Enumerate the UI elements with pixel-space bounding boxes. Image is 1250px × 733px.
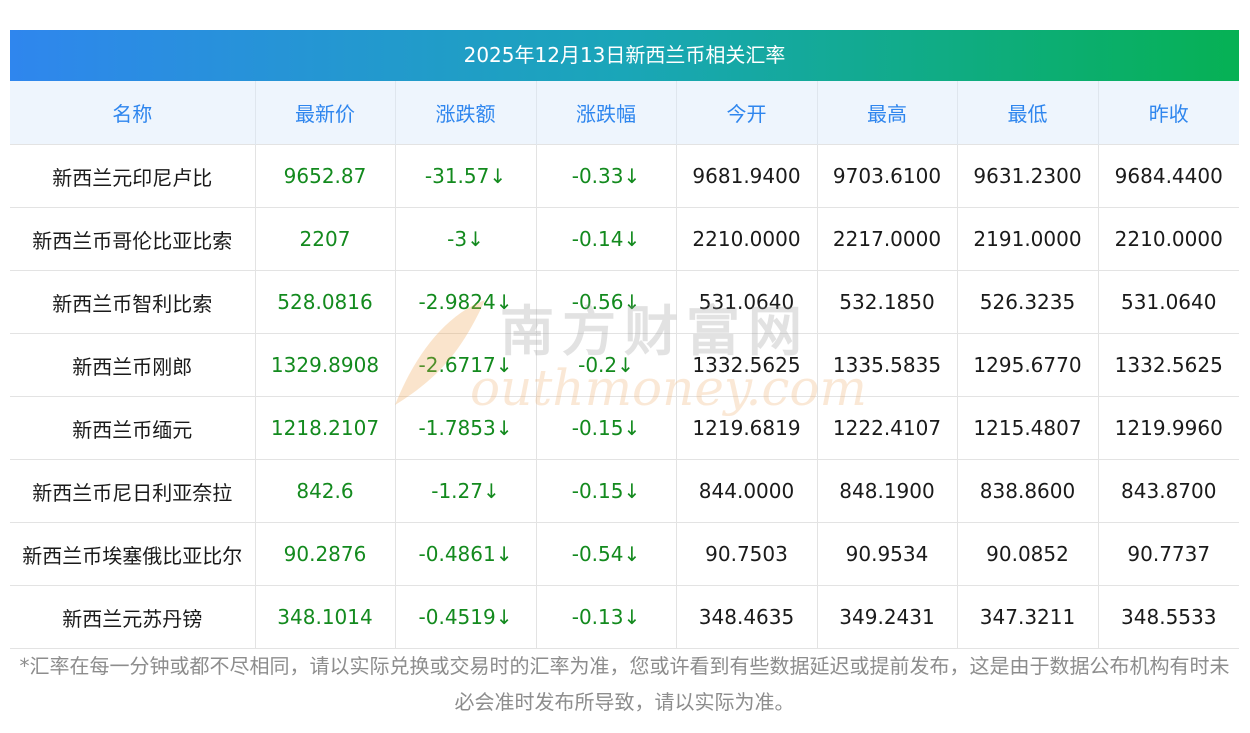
header-open: 今开: [676, 81, 818, 145]
cell-name: 新西兰币智利比索: [10, 270, 256, 334]
table-title: 2025年12月13日新西兰币相关汇率: [10, 30, 1239, 81]
cell-open: 90.7503: [676, 522, 818, 586]
table-row: 新西兰元苏丹镑 348.1014 -0.4519↓ -0.13↓ 348.4635 349…: [10, 585, 1239, 649]
cell-change-pct: -0.56↓: [536, 270, 677, 334]
cell-latest: 1329.8908: [255, 333, 396, 397]
cell-low: 1215.4807: [957, 396, 1099, 460]
cell-high: 9703.6100: [817, 144, 958, 208]
header-change: 涨跌额: [395, 81, 537, 145]
cell-latest: 1218.2107: [255, 396, 396, 460]
cell-latest: 2207: [255, 207, 396, 271]
cell-high: 1222.4107: [817, 396, 958, 460]
cell-name: 新西兰币尼日利亚奈拉: [10, 459, 256, 523]
cell-high: 848.1900: [817, 459, 958, 523]
cell-open: 9681.9400: [676, 144, 818, 208]
header-latest: 最新价: [255, 81, 396, 145]
header-low: 最低: [957, 81, 1099, 145]
cell-change-pct: -0.54↓: [536, 522, 677, 586]
cell-latest: 9652.87: [255, 144, 396, 208]
cell-open: 844.0000: [676, 459, 818, 523]
cell-change-pct: -0.15↓: [536, 459, 677, 523]
exchange-rate-table: 名称 最新价 涨跌额 涨跌幅 今开 最高 最低 昨收 新西兰元印尼卢比 9652.…: [10, 81, 1239, 649]
cell-low: 838.8600: [957, 459, 1099, 523]
cell-open: 2210.0000: [676, 207, 818, 271]
header-change-pct: 涨跌幅: [536, 81, 677, 145]
cell-low: 1295.6770: [957, 333, 1099, 397]
cell-high: 1335.5835: [817, 333, 958, 397]
table-row: 新西兰币智利比索 528.0816 -2.9824↓ -0.56↓ 531.0640 53…: [10, 270, 1239, 334]
cell-high: 90.9534: [817, 522, 958, 586]
cell-change: -31.57↓: [395, 144, 537, 208]
cell-change: -2.6717↓: [395, 333, 537, 397]
cell-name: 新西兰币刚郎: [10, 333, 256, 397]
cell-change-pct: -0.33↓: [536, 144, 677, 208]
cell-change-pct: -0.15↓: [536, 396, 677, 460]
cell-change-pct: -0.13↓: [536, 585, 677, 649]
cell-prev-close: 1219.9960: [1098, 396, 1239, 460]
header-high: 最高: [817, 81, 958, 145]
cell-low: 9631.2300: [957, 144, 1099, 208]
cell-prev-close: 843.8700: [1098, 459, 1239, 523]
header-row: 名称 最新价 涨跌额 涨跌幅 今开 最高 最低 昨收: [10, 81, 1239, 145]
cell-open: 1219.6819: [676, 396, 818, 460]
cell-prev-close: 1332.5625: [1098, 333, 1239, 397]
cell-open: 348.4635: [676, 585, 818, 649]
cell-prev-close: 90.7737: [1098, 522, 1239, 586]
cell-change: -2.9824↓: [395, 270, 537, 334]
cell-latest: 842.6: [255, 459, 396, 523]
cell-low: 90.0852: [957, 522, 1099, 586]
cell-change-pct: -0.2↓: [536, 333, 677, 397]
disclaimer-note: *汇率在每一分钟或都不尽相同，请以实际兑换或交易时的汇率为准，您或许看到有些数据…: [19, 654, 1230, 714]
cell-high: 532.1850: [817, 270, 958, 334]
header-name: 名称: [10, 81, 256, 145]
cell-open: 531.0640: [676, 270, 818, 334]
table-row: 新西兰元印尼卢比 9652.87 -31.57↓ -0.33↓ 9681.9400 970…: [10, 144, 1239, 208]
cell-low: 347.3211: [957, 585, 1099, 649]
cell-name: 新西兰元苏丹镑: [10, 585, 256, 649]
table-row: 新西兰币刚郎 1329.8908 -2.6717↓ -0.2↓ 1332.5625 133…: [10, 333, 1239, 397]
rate-table-container: 2025年12月13日新西兰币相关汇率 名称 最新价 涨跌额 涨跌幅 今开 最高…: [10, 30, 1239, 649]
header-prev-close: 昨收: [1098, 81, 1239, 145]
cell-change: -3↓: [395, 207, 537, 271]
cell-prev-close: 531.0640: [1098, 270, 1239, 334]
cell-name: 新西兰元印尼卢比: [10, 144, 256, 208]
cell-change: -1.27↓: [395, 459, 537, 523]
cell-low: 2191.0000: [957, 207, 1099, 271]
cell-name: 新西兰币哥伦比亚比索: [10, 207, 256, 271]
cell-high: 349.2431: [817, 585, 958, 649]
cell-change: -0.4519↓: [395, 585, 537, 649]
cell-prev-close: 348.5533: [1098, 585, 1239, 649]
cell-latest: 348.1014: [255, 585, 396, 649]
cell-change: -0.4861↓: [395, 522, 537, 586]
cell-high: 2217.0000: [817, 207, 958, 271]
cell-prev-close: 2210.0000: [1098, 207, 1239, 271]
cell-change-pct: -0.14↓: [536, 207, 677, 271]
cell-latest: 528.0816: [255, 270, 396, 334]
cell-change: -1.7853↓: [395, 396, 537, 460]
table-row: 新西兰币尼日利亚奈拉 842.6 -1.27↓ -0.15↓ 844.0000 848.1…: [10, 459, 1239, 523]
cell-prev-close: 9684.4400: [1098, 144, 1239, 208]
cell-name: 新西兰币缅元: [10, 396, 256, 460]
table-row: 新西兰币哥伦比亚比索 2207 -3↓ -0.14↓ 2210.0000 2217.000…: [10, 207, 1239, 271]
cell-name: 新西兰币埃塞俄比亚比尔: [10, 522, 256, 586]
table-row: 新西兰币缅元 1218.2107 -1.7853↓ -0.15↓ 1219.6819 12…: [10, 396, 1239, 460]
cell-latest: 90.2876: [255, 522, 396, 586]
table-row: 新西兰币埃塞俄比亚比尔 90.2876 -0.4861↓ -0.54↓ 90.7503 9…: [10, 522, 1239, 586]
cell-open: 1332.5625: [676, 333, 818, 397]
cell-low: 526.3235: [957, 270, 1099, 334]
